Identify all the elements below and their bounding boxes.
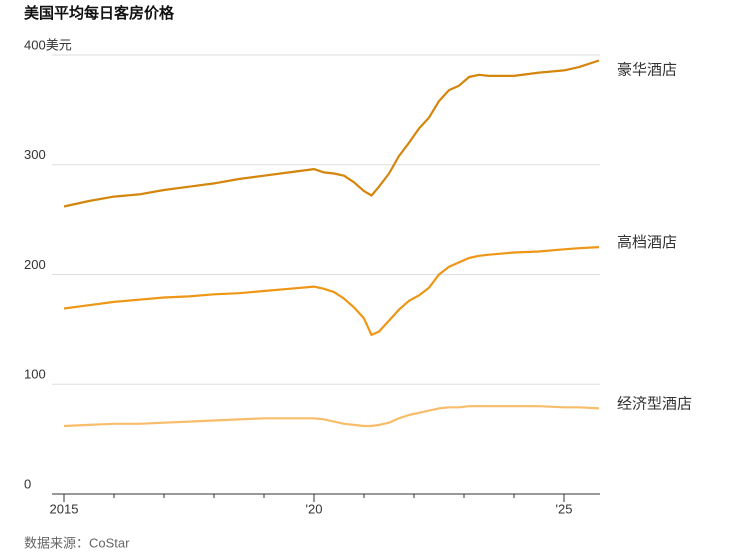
series-label: 豪华酒店 <box>617 60 677 78</box>
y-tick-label: 100 <box>24 367 46 382</box>
x-tick-label: '20 <box>306 501 323 516</box>
source: 数据来源：CoStar <box>24 535 130 550</box>
y-tick-label: 200 <box>24 257 46 272</box>
y-tick-label: 300 <box>24 147 46 162</box>
x-tick-label: '25 <box>556 501 573 516</box>
x-tick-label: 2015 <box>50 501 79 516</box>
series-line <box>63 405 600 428</box>
series-label: 高档酒店 <box>617 234 677 251</box>
series-line <box>63 59 600 208</box>
series-label: 经济型酒店 <box>617 395 692 412</box>
y-tick-label: 0 <box>24 476 31 491</box>
chart-title: 美国平均每日客房价格 <box>24 4 175 22</box>
y-tick-label: 400美元 <box>24 37 72 52</box>
series-line <box>63 246 600 336</box>
